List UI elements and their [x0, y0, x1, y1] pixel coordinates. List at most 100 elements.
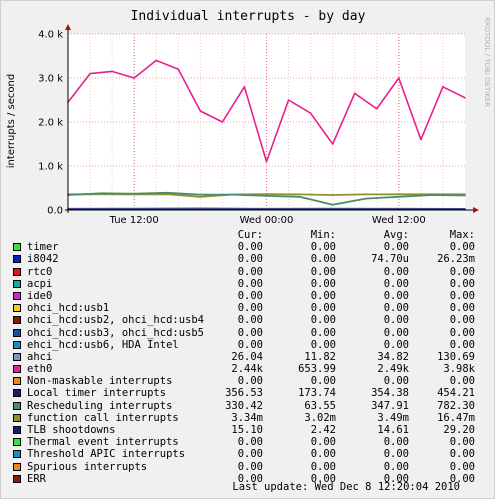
data-point	[331, 194, 334, 196]
legend-min-value: 0.00	[310, 289, 336, 302]
legend-avg-value: 0.00	[383, 289, 409, 302]
legend-swatch	[13, 438, 21, 447]
legend-swatch	[13, 328, 21, 337]
legend-min-value: 2.42	[310, 424, 336, 436]
legend-label: ehci_hcd:usb6, HDA Intel	[27, 338, 179, 351]
y-tick-label: 0.0	[47, 206, 63, 217]
legend-max-value: 16.47m	[437, 411, 475, 424]
data-point	[298, 196, 301, 198]
legend-cur-value: 356.53	[225, 387, 263, 400]
legend-swatch	[13, 426, 21, 434]
legend-label: timer	[27, 241, 59, 254]
legend-row: Local timer interrupts 356.53 173.74 354.38…	[13, 387, 483, 399]
legend-avg-value: 354.38	[371, 387, 409, 400]
legend-swatch	[13, 340, 21, 349]
legend-row: Thermal event interrupts 0.00 0.00 0.00 0.00	[13, 436, 483, 448]
legend-min-value: 11.82	[304, 350, 336, 363]
legend-row: function call interrupts 3.34m 3.02m 3.49m 1…	[13, 412, 483, 424]
legend-rows: timer 0.00 0.00 0.00 0.00 i8042 0.00 0.00 74.70u…	[13, 241, 483, 485]
legend-max-value: 0.00	[449, 314, 475, 327]
legend-avg-value: 0.00	[383, 436, 409, 449]
legend-cur-value: 0.00	[237, 314, 263, 327]
legend-cur-value: 2.44k	[231, 363, 263, 376]
legend-row: ohci_hcd:usb1 0.00 0.00 0.00 0.00	[13, 302, 483, 314]
y-tick-labels: 0.0 1.0 k 2.0 k 3.0 k 4.0 k	[38, 30, 63, 217]
legend-min-value: 653.99	[298, 363, 336, 376]
watermark: RRDTOOL / TOBI OETIKER	[483, 17, 491, 107]
legend-avg-value: 74.70u	[371, 253, 409, 266]
legend-label: ohci_hcd:usb2, ohci_hcd:usb4	[27, 314, 205, 327]
legend-cur-value: 0.00	[237, 241, 263, 254]
legend-row: ohci_hcd:usb3, ohci_hcd:usb5 0.00 0.00 0.00…	[13, 327, 483, 339]
legend-label: Spurious interrupts	[27, 460, 148, 473]
legend-swatch	[13, 377, 21, 386]
legend-cur-value: 0.00	[237, 448, 263, 461]
data-point	[199, 110, 202, 112]
legend-max-value: 0.00	[449, 472, 475, 485]
data-point	[243, 86, 246, 88]
legend-row: ehci_hcd:usb6, HDA Intel 0.00 0.00 0.00 0.00	[13, 339, 483, 351]
legend-row: Rescheduling interrupts 330.42 63.55 347.91…	[13, 400, 483, 412]
legend-label: Local timer interrupts	[27, 387, 167, 400]
y-tick-label: 3.0 k	[38, 74, 63, 85]
legend-min-value: 0.00	[310, 241, 336, 254]
legend-min-value: 0.00	[310, 326, 336, 339]
header-min: Min:	[310, 229, 336, 241]
data-point	[265, 193, 268, 196]
legend-row: Threshold APIC interrupts 0.00 0.00 0.00 0.0…	[13, 448, 483, 460]
legend-avg-value: 0.00	[383, 326, 409, 339]
legend-swatch	[13, 474, 21, 483]
data-point	[398, 77, 400, 79]
legend-max-value: 0.00	[449, 326, 475, 339]
legend-label: ide0	[27, 289, 53, 302]
legend-min-value: 0.00	[310, 448, 336, 461]
legend-max-value: 0.00	[449, 338, 475, 351]
data-point	[298, 193, 301, 196]
y-axis-arrow	[65, 24, 71, 30]
legend-row: ohci_hcd:usb2, ohci_hcd:usb4 0.00 0.00 0.00…	[13, 314, 483, 326]
legend-label: Non-maskable interrupts	[27, 375, 173, 388]
legend-cur-value: 0.00	[237, 326, 263, 339]
legend-swatch	[13, 389, 21, 398]
legend-label: acpi	[27, 277, 53, 290]
legend-row: ahci 26.04 11.82 34.82 130.69	[13, 351, 483, 363]
legend-label: i8042	[27, 253, 59, 266]
legend-min-value: 0.00	[310, 436, 336, 449]
legend-avg-value: 0.00	[383, 302, 409, 315]
y-tick-label: 1.0 k	[38, 162, 63, 173]
legend-max-value: 0.00	[449, 277, 475, 290]
legend-min-value: 0.00	[310, 338, 336, 351]
legend-cur-value: 26.04	[231, 350, 263, 363]
legend-swatch	[13, 304, 21, 313]
legend-min-value: 0.00	[310, 253, 336, 266]
legend-min-value: 173.74	[298, 387, 336, 400]
y-tick-label: 4.0 k	[38, 30, 63, 41]
data-point	[133, 192, 135, 195]
legend-min-value: 3.02m	[304, 411, 336, 424]
legend-swatch	[13, 316, 21, 325]
legend-max-value: 0.00	[449, 436, 475, 449]
legend: Cur: Min: Avg: Max: timer 0.00 0.00 0.00 0.0…	[13, 229, 483, 485]
legend-row: ERR 0.00 0.00 0.00 0.00	[13, 473, 483, 485]
legend-row: i8042 0.00 0.00 74.70u 26.23m	[13, 253, 483, 265]
legend-avg-value: 3.49m	[377, 411, 409, 424]
data-point	[464, 97, 466, 99]
legend-row: Spurious interrupts 0.00 0.00 0.00 0.00	[13, 461, 483, 473]
legend-max-value: 130.69	[437, 350, 475, 363]
series-rescheduling-interrupts	[67, 191, 466, 206]
legend-max-value: 0.00	[449, 241, 475, 254]
legend-avg-value: 14.61	[377, 424, 409, 436]
legend-label: rtc0	[27, 265, 53, 278]
data-point	[464, 194, 466, 197]
legend-cur-value: 3.34m	[231, 411, 263, 424]
legend-swatch	[13, 291, 21, 300]
series-layer	[67, 59, 466, 211]
chart-area: Individual interrupts - by day interrupt…	[6, 9, 491, 226]
header-max: Max:	[449, 229, 475, 241]
legend-label: ERR	[27, 472, 46, 485]
legend-max-value: 0.00	[449, 265, 475, 278]
legend-min-value: 0.00	[310, 277, 336, 290]
legend-cur-value: 0.00	[237, 277, 263, 290]
x-tick-label: Tue 12:00	[109, 215, 159, 226]
